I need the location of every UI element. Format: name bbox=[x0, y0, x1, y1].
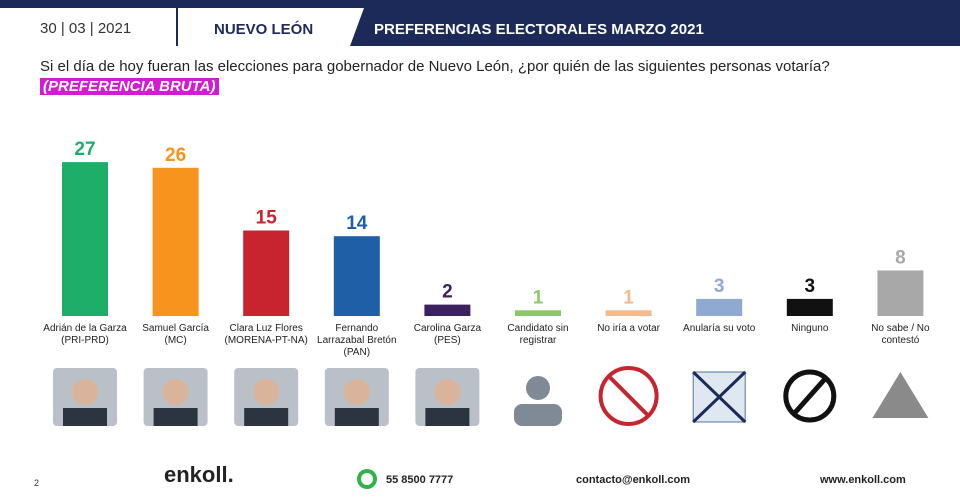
category-label: Fernando Larrazabal Bretón (PAN) bbox=[317, 323, 397, 358]
chart-subtitle: (PREFERENCIA BRUTA) bbox=[40, 78, 219, 95]
photo-face bbox=[253, 379, 280, 405]
photo-face bbox=[434, 379, 461, 405]
category-label: Anularía su voto bbox=[683, 323, 756, 334]
bar bbox=[243, 230, 290, 316]
category-label: Clara Luz Flores (MORENA-PT-NA) bbox=[224, 323, 308, 346]
value-label: 27 bbox=[74, 139, 95, 160]
value-label: 1 bbox=[623, 287, 634, 308]
date: 30 | 03 | 2021 bbox=[40, 20, 132, 37]
brand: enkoll. bbox=[164, 462, 234, 487]
photo-body bbox=[244, 408, 289, 426]
top-bar bbox=[0, 0, 960, 8]
value-label: 14 bbox=[346, 213, 368, 234]
chart: 27 26 15 14 2 1 1 3 3 8 bbox=[53, 139, 929, 426]
category-label: Adrián de la Garza (PRI-PRD) bbox=[43, 323, 127, 346]
category-label: Ninguno bbox=[791, 323, 829, 334]
photo-face bbox=[72, 379, 98, 405]
photo-body bbox=[334, 408, 379, 426]
value-label: 26 bbox=[165, 145, 186, 166]
whatsapp-icon bbox=[357, 469, 377, 489]
category-label: No iría a votar bbox=[597, 323, 660, 334]
chart-title: Si el día de hoy fueran las elecciones p… bbox=[40, 58, 830, 75]
bar bbox=[515, 310, 561, 316]
bar bbox=[424, 304, 471, 316]
value-label: 3 bbox=[805, 276, 816, 297]
page-number: 2 bbox=[34, 478, 40, 488]
icon bbox=[526, 376, 550, 400]
category-label: Carolina Garza (PES) bbox=[413, 323, 482, 346]
bar bbox=[696, 298, 743, 316]
photo-body bbox=[425, 408, 470, 426]
photo-body bbox=[153, 408, 198, 426]
icon bbox=[872, 372, 929, 418]
value-label: 15 bbox=[256, 208, 278, 229]
photo-body bbox=[63, 408, 107, 426]
email: contacto@enkoll.com bbox=[576, 474, 691, 486]
icon bbox=[598, 366, 659, 426]
value-label: 3 bbox=[714, 276, 725, 297]
bar bbox=[877, 270, 924, 316]
value-label: 2 bbox=[442, 282, 453, 303]
value-label: 8 bbox=[895, 247, 906, 268]
icon bbox=[791, 376, 828, 416]
category-label: Samuel García (MC) bbox=[142, 323, 209, 346]
bar bbox=[333, 236, 380, 316]
banner: PREFERENCIAS ELECTORALES MARZO 2021 bbox=[350, 8, 960, 46]
website: www.enkoll.com bbox=[820, 474, 906, 486]
phone: 55 8500 7777 bbox=[386, 474, 454, 486]
bar bbox=[62, 162, 108, 316]
bar bbox=[152, 167, 199, 316]
icon bbox=[607, 374, 651, 418]
icon bbox=[783, 369, 837, 423]
region: NUEVO LEÓN bbox=[176, 8, 356, 46]
photo-face bbox=[162, 379, 189, 405]
bar bbox=[605, 310, 652, 316]
icon bbox=[514, 404, 562, 426]
bar bbox=[786, 298, 833, 316]
category-label: Candidato sin registrar bbox=[507, 323, 569, 346]
photo-face bbox=[343, 379, 370, 405]
icon bbox=[692, 370, 747, 424]
category-label: No sabe / No contestó bbox=[871, 323, 930, 346]
value-label: 1 bbox=[533, 287, 544, 308]
